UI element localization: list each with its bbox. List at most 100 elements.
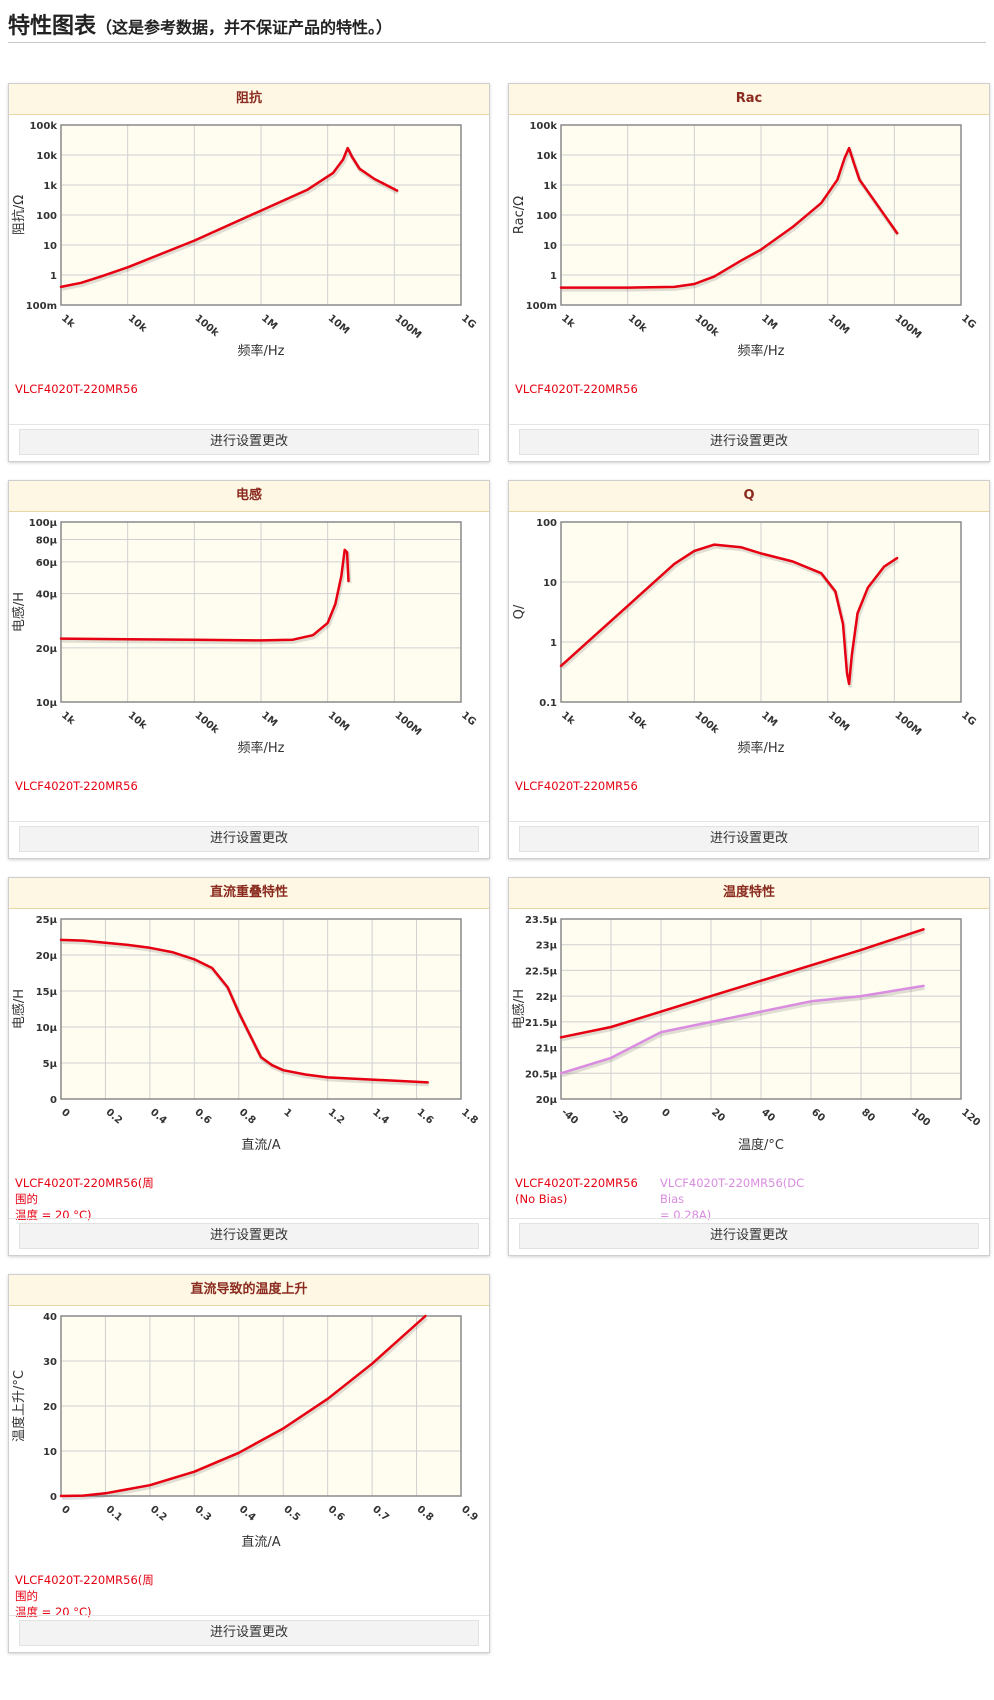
x-tick-label: 10k [626,313,649,335]
change-settings-button[interactable]: 进行设置更改 [19,429,479,455]
chart-panel-rac: Rac 1k 10k 100k 1M 10M 100M 1G 100m 1 10 100 1k 10k 10… [508,83,990,462]
x-tick-label: 0.3 [192,1504,213,1524]
y-tick-label: 10 [43,1447,57,1458]
x-tick-label: 1G [959,710,978,728]
x-tick-label: 100k [692,710,720,736]
x-tick-label: 100 [909,1107,932,1129]
x-axis-label: 频率/Hz [238,343,285,359]
series-shadow [561,929,926,1042]
legend-item: VLCF4020T-220MR56 (No Bias) [515,1176,638,1206]
chart-svg: 0 0.2 0.4 0.6 0.8 1 1.2 1.4 1.6 1.8 0 5μ 10μ 15μ 20μ 25… [11,915,480,1153]
chart-legend: VLCF4020T-220MR56 [15,778,483,822]
x-axis-label: 直流/A [241,1535,280,1550]
y-tick-label: 100 [536,211,557,222]
y-tick-label: 0 [50,1095,57,1106]
y-tick-label: 10k [536,151,557,162]
y-tick-label: 21μ [536,1044,558,1055]
x-tick-label: 60 [809,1107,827,1124]
y-tick-label: 100 [36,211,57,222]
chart-svg: 1k 10k 100k 1M 10M 100M 1G 100m 1 10 100 1k 10k 100k 频… [512,121,978,359]
x-tick-label: 10M [326,313,351,337]
series-line-0 [59,548,350,642]
x-tick-label: 10k [126,313,149,335]
x-tick-label: 120 [959,1107,982,1129]
x-tick-label: 0.2 [148,1504,169,1524]
y-axis-label: 电感/H [11,989,27,1029]
chart-legend: VLCF4020T-220MR56 [515,778,983,822]
y-tick-label: 100k [29,121,57,132]
x-tick-label: 100k [192,313,220,339]
change-settings-button[interactable]: 进行设置更改 [519,1223,979,1249]
y-tick-label: 20μ [36,644,58,655]
legend-item: VLCF4020T-220MR56 [15,382,138,396]
y-tick-label: 1k [543,181,557,192]
page-title: 特性图表 [8,14,97,39]
chart-panel-temperature: 温度特性 -40 -20 0 20 40 60 80 100 120 20μ 20.5μ 21μ 21.5… [508,877,990,1256]
plot-area [61,919,461,1099]
x-tick-label: 0 [59,1504,71,1517]
x-tick-label: 0.9 [459,1504,480,1524]
change-settings-button[interactable]: 进行设置更改 [519,429,979,455]
y-tick-label: 1k [43,181,57,192]
y-tick-label: 20μ [36,951,58,962]
y-tick-label: 10 [543,241,557,252]
change-settings-button[interactable]: 进行设置更改 [19,826,479,852]
chart-legend: VLCF4020T-220MR56 [515,381,983,425]
y-tick-label: 1 [550,271,557,282]
change-settings-button[interactable]: 进行设置更改 [519,826,979,852]
x-tick-label: -20 [609,1107,630,1127]
legend-item: VLCF4020T-220MR56 [515,382,638,396]
y-tick-label: 10 [543,578,557,589]
series-line-0 [559,543,899,686]
plot-frame [60,521,462,703]
change-settings-button[interactable]: 进行设置更改 [19,1620,479,1646]
chart-svg: 1k 10k 100k 1M 10M 100M 1G 0.1 1 10 100 频率/Hz Q/ [512,518,978,756]
chart-title: 阻抗 [9,84,489,115]
series-line-0 [59,938,429,1084]
chart-legend: VLCF4020T-220MR56 (No Bias) VLCF4020T-220… [515,1175,983,1222]
x-tick-label: 0.4 [237,1504,258,1524]
panel-divider [9,821,489,822]
y-tick-label: 100μ [29,518,58,529]
plot-frame [560,124,962,306]
series-shadow [61,1316,428,1500]
chart-panel-dc_bias: 直流重叠特性 0 0.2 0.4 0.6 0.8 1 1.2 1.4 1.6 1.8 0 5μ 10μ 15… [8,877,490,1256]
y-axis-label: 温度上升/°C [11,1370,27,1442]
panel-divider [509,821,989,822]
x-tick-label: 10M [826,710,851,734]
y-tick-label: 5μ [43,1059,58,1070]
chart-legend: VLCF4020T-220MR56(周围的 温度 = 20 °C) [15,1572,483,1619]
chart-panel-q: Q 1k 10k 100k 1M 10M 100M 1G 0.1 1 10 100 频率/Hz Q/VLC… [508,480,990,859]
x-tick-label: 1M [259,710,279,729]
x-tick-label: 1.2 [326,1107,347,1127]
x-tick-label: 0.8 [237,1107,258,1127]
chart-svg: -40 -20 0 20 40 60 80 100 120 20μ 20.5μ 21μ 21.5μ 22μ… [511,915,982,1153]
x-tick-label: 100M [392,313,423,341]
y-tick-label: 100 [536,518,557,529]
series-line-0 [559,146,899,289]
x-tick-label: 0.6 [192,1107,213,1127]
y-tick-label: 25μ [36,915,58,926]
y-tick-label: 60μ [36,558,58,569]
x-tick-label: 0.8 [415,1504,436,1524]
y-tick-label: 10μ [36,698,58,709]
chart-title: 直流导致的温度上升 [9,1275,489,1306]
x-tick-label: 0.5 [281,1504,302,1524]
x-tick-label: 0.6 [326,1504,347,1524]
y-tick-label: 0.1 [539,698,557,709]
x-tick-label: 1G [959,313,978,331]
series-line-0 [59,1314,427,1498]
change-settings-button[interactable]: 进行设置更改 [19,1223,479,1249]
x-tick-label: 10k [626,710,649,732]
chart-title: 电感 [9,481,489,512]
chart-title: 直流重叠特性 [9,878,489,909]
x-tick-label: 1G [459,710,478,728]
y-tick-label: 100m [26,301,57,312]
y-tick-label: 21.5μ [525,1018,558,1029]
chart-svg: 0 0.1 0.2 0.3 0.4 0.5 0.6 0.7 0.8 0.9 0 10 20 30 40 直流/… [11,1312,480,1550]
series-line-0 [59,146,399,289]
x-tick-label: 1k [559,710,577,727]
plot-frame [560,918,962,1100]
panel-divider [509,424,989,425]
chart-panel-impedance: 阻抗 1k 10k 100k 1M 10M 100M 1G 100m 1 10 100 1k 10k 100… [8,83,490,462]
